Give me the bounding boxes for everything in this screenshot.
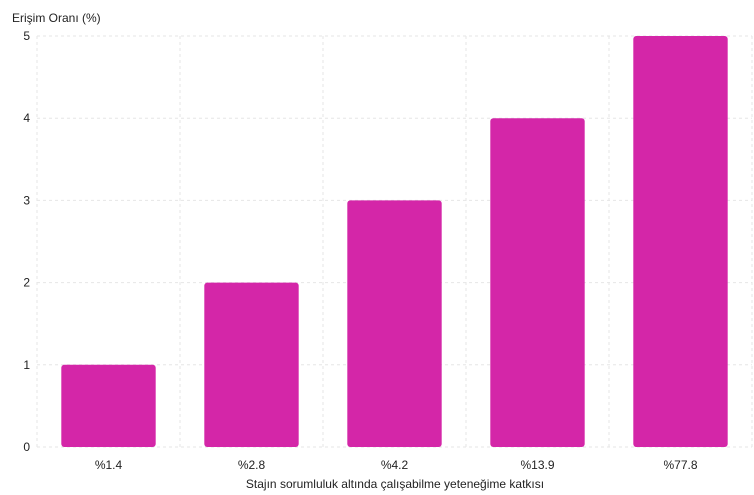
y-tick-label: 1 — [23, 358, 30, 372]
x-tick-label: %77.8 — [663, 458, 697, 472]
y-tick-label: 4 — [23, 111, 30, 125]
y-tick-label: 3 — [23, 193, 30, 207]
x-tick-label: %13.9 — [520, 458, 554, 472]
y-tick-label: 5 — [23, 29, 30, 43]
x-axis-label: Stajın sorumluluk altında çalışabilme ye… — [246, 477, 544, 491]
grid-lines — [36, 35, 753, 448]
x-tick-label: %1.4 — [95, 458, 123, 472]
bar[interactable] — [347, 200, 442, 447]
y-tick-label: 0 — [23, 440, 30, 454]
y-axis-label: Erişim Oranı (%) — [12, 11, 101, 25]
y-tick-label: 2 — [23, 276, 30, 290]
bar[interactable] — [633, 36, 728, 447]
bar[interactable] — [490, 118, 585, 447]
x-tick-label: %4.2 — [381, 458, 409, 472]
bars — [61, 36, 728, 447]
bar[interactable] — [204, 282, 299, 447]
bar[interactable] — [61, 364, 156, 447]
x-axis-ticks: %1.4 %2.8 %4.2 %13.9 %77.8 — [95, 458, 698, 472]
x-tick-label: %2.8 — [238, 458, 266, 472]
y-axis-ticks: 0 1 2 3 4 5 — [23, 29, 30, 454]
